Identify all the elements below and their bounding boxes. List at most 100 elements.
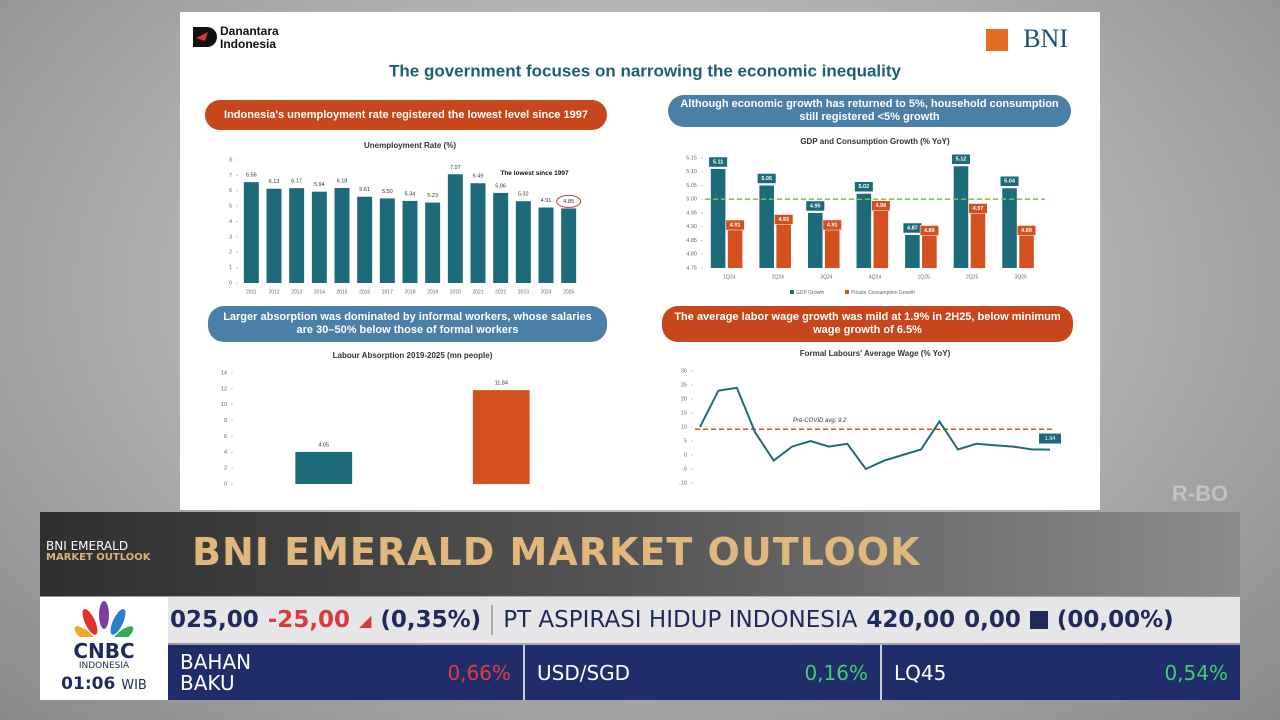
headline: Larger absorption was dominated by infor… — [208, 306, 607, 342]
logo-text: Indonesia — [220, 37, 276, 51]
bar — [856, 193, 872, 268]
ticker-name: PT ASPIRASI HIDUP INDONESIA — [503, 607, 858, 633]
logo-text: Danantara — [220, 24, 279, 38]
bar — [873, 204, 889, 268]
separator — [491, 605, 494, 635]
x-tick-label: 1Q24 — [723, 274, 735, 280]
value-label: 4.89 — [924, 228, 935, 234]
lower-third: BNI EMERALD MARKET OUTLOOK BNI EMERALD M… — [40, 512, 1240, 596]
y-tick-label: 4 — [229, 219, 232, 225]
ticker-change: 0,00 — [964, 607, 1021, 633]
y-tick-label: 4.85 — [686, 238, 697, 244]
market-change: 0,16% — [804, 660, 868, 685]
y-tick-label: 12 — [221, 386, 227, 392]
market-change: 0,54% — [1164, 660, 1228, 685]
clock: 01:06 — [61, 674, 116, 694]
legend-swatch — [845, 290, 849, 294]
y-tick-label: -5 — [682, 466, 687, 472]
chart-title: Labour Absorption 2019-2025 (mn people) — [333, 351, 493, 360]
bar — [311, 191, 327, 283]
badge-line: BNI EMERALD — [46, 539, 129, 553]
x-tick-label: 2011 — [246, 289, 257, 295]
y-tick-label: 8 — [224, 418, 227, 424]
value-label: 5.61 — [359, 187, 370, 193]
y-tick-label: 20 — [681, 396, 687, 402]
label-box — [871, 200, 891, 211]
x-tick-label: 2012 — [268, 289, 279, 295]
value-label: 7.07 — [450, 165, 461, 171]
bar — [710, 169, 726, 268]
bar — [266, 188, 282, 283]
headline: Although economic growth has returned to… — [668, 95, 1071, 127]
market-name: USD/SGD — [537, 660, 631, 685]
logo-mark-accent — [196, 32, 208, 41]
value-label: 5.94 — [314, 182, 325, 188]
bar — [727, 224, 743, 268]
y-tick-label: 30 — [681, 368, 687, 374]
bar — [470, 183, 486, 283]
y-tick-label: 0 — [684, 452, 687, 458]
badge-line: MARKET OUTLOOK — [46, 552, 151, 563]
value-label: 4.87 — [907, 225, 918, 231]
y-tick-label: 14 — [221, 370, 227, 376]
y-tick-label: 15 — [681, 410, 687, 416]
market-name: LQ45 — [894, 660, 947, 685]
legend-label: GDP Growth — [796, 290, 824, 296]
x-tick-label: 1Q25 — [917, 274, 929, 280]
value-label: 5.05 — [761, 176, 772, 182]
chart-title: Unemployment Rate (%) — [364, 141, 456, 150]
bar — [953, 166, 969, 268]
x-tick-label: 4Q24 — [869, 274, 881, 280]
label-box — [1017, 225, 1037, 236]
value-label: 1.94 — [1045, 436, 1056, 442]
flat-icon — [1029, 611, 1048, 629]
value-label: 4.91 — [730, 222, 741, 228]
value-label: 5.11 — [713, 159, 723, 165]
line — [699, 386, 1051, 471]
x-tick-label: 2020 — [450, 289, 461, 295]
bar — [515, 201, 531, 283]
network-box: CNBC INDONESIA 01:06 WIB — [40, 597, 168, 700]
bar — [334, 187, 350, 283]
annotation: The lowest since 1997 — [500, 170, 569, 177]
ticker-price: 025,00 — [170, 607, 259, 633]
ticker-pct: (0,35%) — [380, 607, 482, 633]
value-label: 5.12 — [956, 157, 967, 163]
y-tick-label: 0 — [224, 481, 227, 487]
value-label: 6.18 — [337, 178, 348, 184]
bar — [561, 208, 577, 283]
x-tick-label: 2023 — [518, 289, 529, 295]
slide-title: The government focuses on narrowing the … — [389, 61, 902, 80]
value-label: 4.98 — [875, 203, 886, 209]
bar — [289, 188, 305, 283]
bar — [905, 235, 920, 268]
y-tick-label: 4.90 — [686, 224, 697, 230]
label-box — [708, 156, 728, 168]
value-label: 4.95 — [810, 203, 821, 209]
x-tick-label: 2024 — [540, 289, 551, 295]
value-label: 4.93 — [778, 217, 789, 223]
label-box — [822, 219, 842, 231]
ticker-pct: (00,00%) — [1056, 607, 1174, 633]
down-icon: ◢ — [359, 610, 372, 630]
value-label: 4.05 — [318, 442, 329, 448]
watermark: R-BO — [1172, 481, 1228, 506]
label-box — [805, 200, 825, 212]
ticker-change: -25,00 — [267, 607, 351, 633]
y-tick-label: 6 — [229, 188, 232, 194]
value-label: 11.84 — [495, 381, 508, 387]
x-tick-label: 2016 — [359, 289, 370, 295]
bar — [447, 174, 463, 283]
y-tick-label: 5.05 — [686, 183, 697, 189]
y-tick-label: 5 — [229, 204, 232, 210]
y-tick-label: 4.75 — [686, 265, 697, 271]
y-tick-label: 1 — [229, 265, 232, 271]
peacock — [74, 601, 134, 646]
bar — [970, 207, 986, 268]
y-tick-label: 5.10 — [686, 169, 697, 175]
y-tick-label: 4.80 — [686, 252, 697, 258]
bar — [1002, 188, 1017, 268]
bar — [776, 218, 791, 268]
headline: The average labor wage growth was mild a… — [662, 306, 1073, 342]
